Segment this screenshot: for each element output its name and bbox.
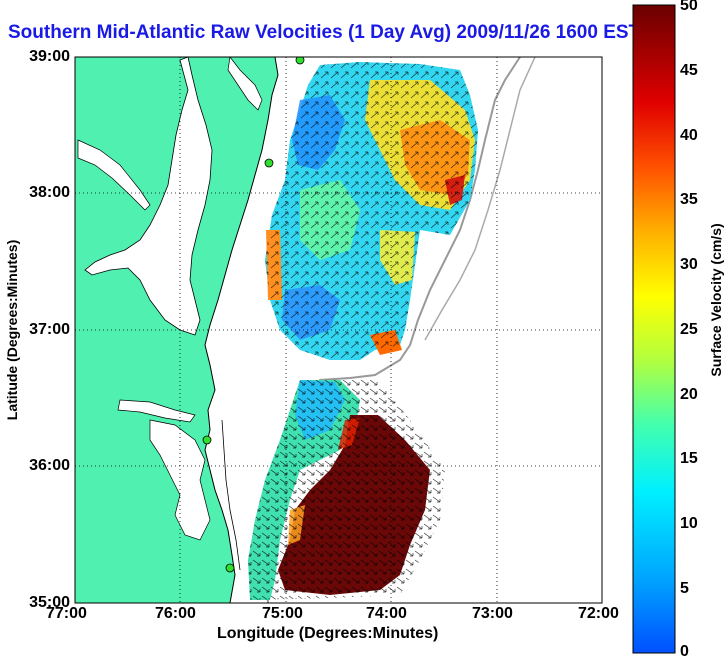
colorbar-label: Surface Velocity (cm/s) bbox=[708, 223, 724, 377]
colorbar-tick: 20 bbox=[680, 386, 698, 403]
colorbar-tick: 0 bbox=[680, 643, 689, 660]
y-tick-label: 39:00 bbox=[29, 48, 70, 65]
colorbar-tick: 15 bbox=[680, 450, 698, 467]
colorbar-tick: 35 bbox=[680, 191, 698, 208]
x-tick-label: 75:00 bbox=[262, 605, 303, 622]
colorbar-tick: 40 bbox=[680, 127, 698, 144]
x-tick-label: 76:00 bbox=[155, 605, 196, 622]
colorbar-tick: 5 bbox=[680, 580, 689, 597]
x-axis-label: Longitude (Degrees:Minutes) bbox=[217, 625, 439, 642]
colorbar-tick: 30 bbox=[680, 256, 698, 273]
coastline bbox=[204, 57, 279, 603]
y-axis-label: Latitude (Degrees:Minutes) bbox=[4, 239, 20, 421]
map-title: Southern Mid-Atlantic Raw Velocities (1 … bbox=[8, 22, 641, 43]
station-markers bbox=[202, 57, 305, 573]
x-tick-label: 73:00 bbox=[472, 605, 513, 622]
velocity-vectors-south bbox=[248, 380, 445, 600]
colorbar bbox=[632, 4, 676, 654]
potomac-inlet bbox=[77, 139, 151, 211]
y-tick-label: 35:00 bbox=[29, 594, 70, 611]
colorbar-tick: 50 bbox=[680, 0, 698, 14]
plot-frame bbox=[74, 56, 603, 604]
colorbar-tick: 25 bbox=[680, 321, 698, 338]
land-mass bbox=[75, 57, 278, 603]
y-tick-label: 37:00 bbox=[29, 321, 70, 338]
x-tick-label: 77:00 bbox=[46, 605, 87, 622]
barrier-islands bbox=[221, 419, 241, 571]
y-tick-label: 36:00 bbox=[29, 457, 70, 474]
albemarle-sound bbox=[117, 399, 196, 423]
pamlico-sound bbox=[149, 419, 211, 541]
colorbar-tick: 45 bbox=[680, 62, 698, 79]
delaware-bay bbox=[227, 57, 263, 111]
x-tick-label: 74:00 bbox=[366, 605, 407, 622]
velocity-vectors-north bbox=[265, 62, 478, 360]
y-tick-label: 38:00 bbox=[29, 184, 70, 201]
colorbar-tick: 10 bbox=[680, 515, 698, 532]
grid-lines bbox=[75, 57, 602, 603]
shelf-isobath-2 bbox=[424, 57, 536, 341]
x-tick-label: 72:00 bbox=[578, 605, 619, 622]
